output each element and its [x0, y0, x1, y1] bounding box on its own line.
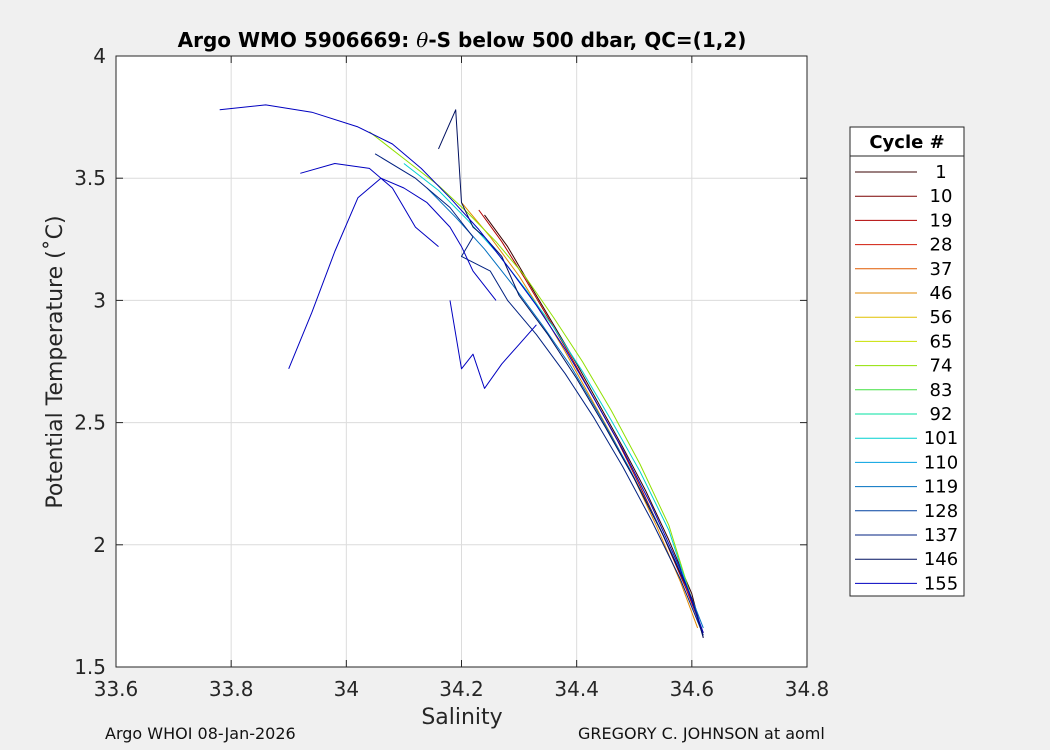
- legend-label: 37: [930, 259, 953, 280]
- series-line-4: [369, 131, 699, 619]
- legend-entries: 1101928374656657483921011101191281371461…: [855, 162, 958, 594]
- y-tick-label: 1.5: [74, 655, 106, 679]
- legend: Cycle # 11019283746566574839210111011912…: [849, 126, 965, 597]
- legend-label: 28: [930, 235, 953, 256]
- legend-label: 128: [924, 501, 958, 522]
- series-line-7: [374, 153, 704, 636]
- series-line-3: [461, 202, 699, 629]
- legend-label: 74: [930, 356, 953, 377]
- legend-label: 19: [930, 210, 953, 231]
- legend-label: 65: [930, 331, 953, 352]
- legend-label: 110: [924, 452, 958, 473]
- legend-label: 146: [924, 549, 958, 570]
- legend-label: 1: [935, 162, 946, 183]
- title-theta-symbol: θ: [416, 28, 428, 52]
- series-line-1: [484, 214, 704, 638]
- y-axis-label: Potential Temperature (˚C): [43, 215, 68, 508]
- legend-label: 101: [924, 428, 958, 449]
- title-part-2: -S below 500 dbar, QC=(1,2): [428, 28, 746, 52]
- chart-title: Argo WMO 5906669: θ-S below 500 dbar, QC…: [178, 28, 747, 52]
- series-line-11: [449, 300, 537, 389]
- x-tick-label: 34.2: [439, 677, 484, 701]
- x-tick-label: 34: [334, 677, 359, 701]
- footer-left: Argo WHOI 08-Jan-2026: [105, 724, 296, 743]
- legend-box: [849, 126, 965, 597]
- footer-right: GREGORY C. JOHNSON at aoml: [578, 724, 825, 743]
- y-tick-label: 3.5: [74, 166, 106, 190]
- y-tick-label: 4: [93, 44, 106, 68]
- legend-label: 10: [930, 186, 953, 207]
- legend-label: 155: [924, 573, 958, 594]
- legend-label: 137: [924, 525, 958, 546]
- y-tick-label: 2: [93, 533, 106, 557]
- x-axis-label: Salinity: [421, 705, 502, 730]
- series-line-9: [219, 104, 704, 633]
- x-axis-ticks: 33.6 33.8 34 34.2 34.4 34.6 34.8: [94, 56, 830, 701]
- legend-label: 119: [924, 477, 958, 498]
- legend-label: 83: [930, 380, 953, 401]
- legend-label: 46: [930, 283, 953, 304]
- x-tick-label: 34.8: [785, 677, 830, 701]
- y-axis-ticks: 1.5 2 2.5 3 3.5 4: [74, 44, 807, 679]
- x-tick-label: 34.4: [554, 677, 599, 701]
- y-tick-label: 3: [93, 288, 106, 312]
- series-line-5: [403, 163, 699, 619]
- series-line-12: [300, 163, 439, 247]
- title-part-1: Argo WMO 5906669:: [178, 28, 417, 52]
- series-line-10: [288, 177, 497, 369]
- grid-lines: [116, 56, 807, 667]
- x-tick-label: 33.6: [94, 677, 139, 701]
- legend-label: 92: [930, 404, 953, 425]
- series-line-8: [438, 109, 704, 638]
- series-group: [219, 104, 704, 638]
- y-tick-label: 2.5: [74, 411, 106, 435]
- legend-title: Cycle #: [869, 132, 944, 153]
- x-tick-label: 34.6: [670, 677, 715, 701]
- legend-label: 56: [930, 307, 953, 328]
- x-tick-label: 33.8: [209, 677, 254, 701]
